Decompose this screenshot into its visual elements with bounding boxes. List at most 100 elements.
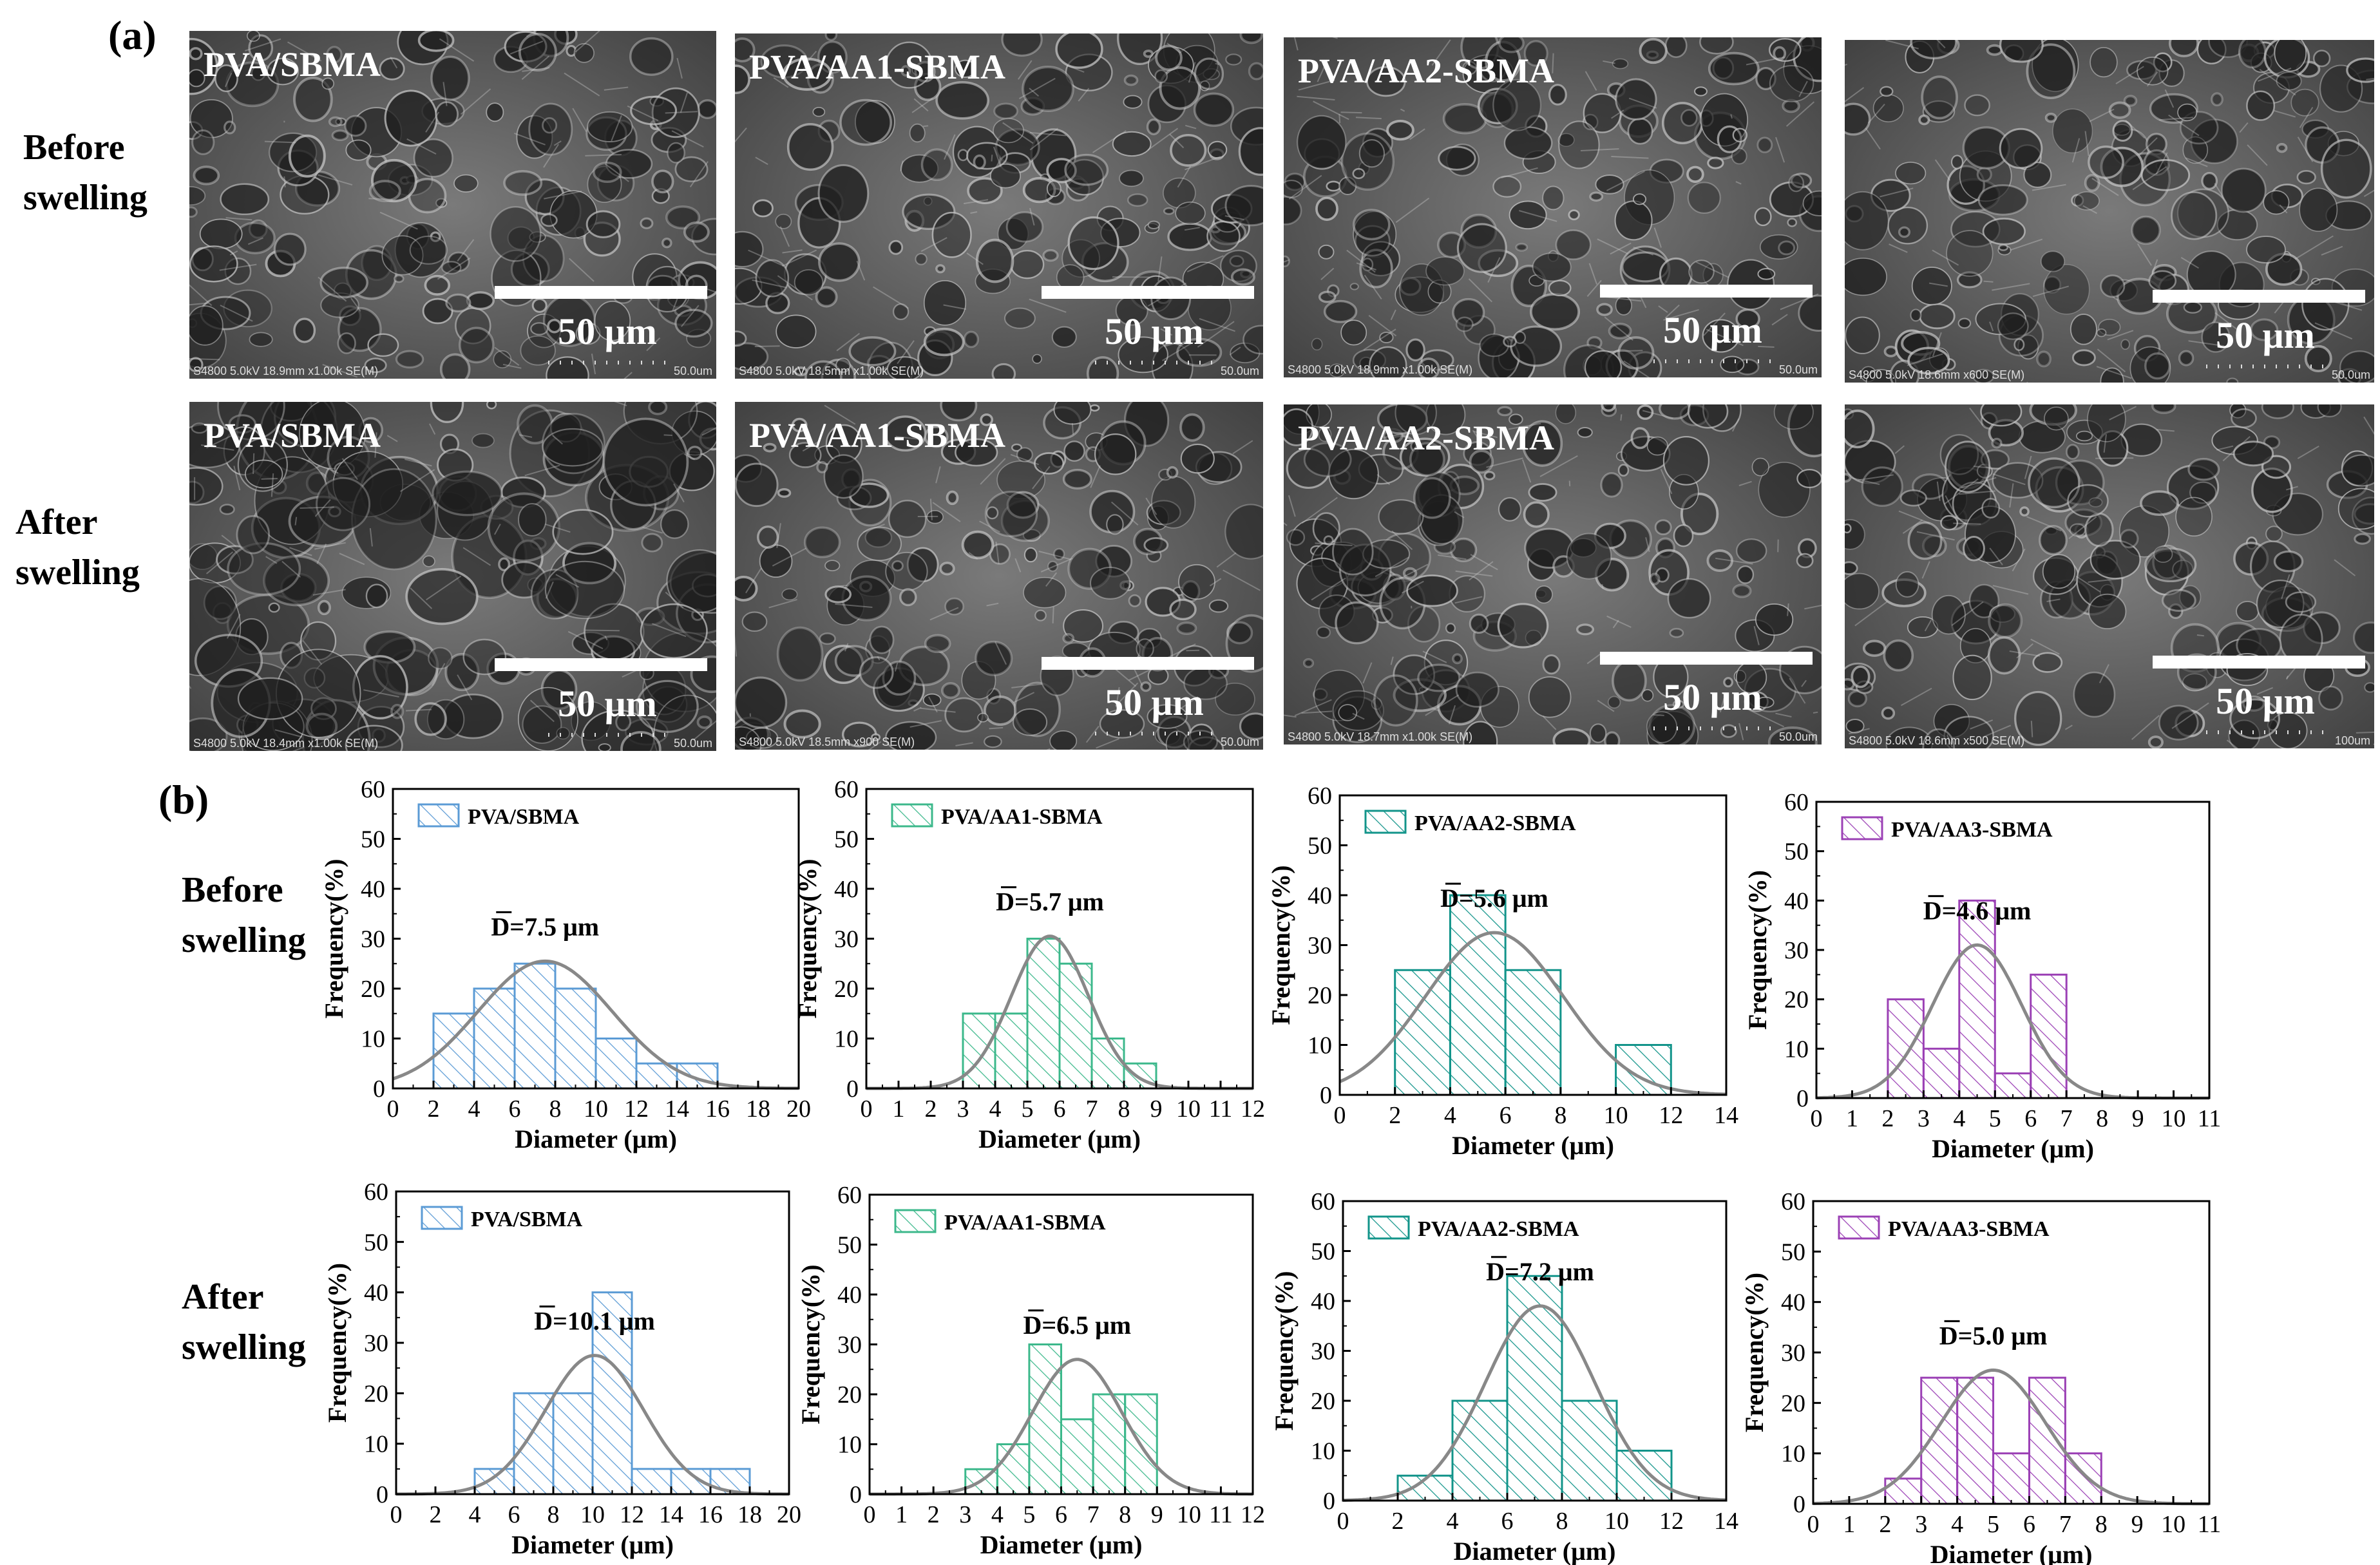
y-tick-label: 30 — [834, 926, 859, 953]
y-tick-label: 20 — [1781, 1390, 1805, 1417]
x-tick-label: 9 — [2131, 1511, 2144, 1538]
histogram-bar — [1058, 962, 1093, 1090]
sem-image-before-1: PVA/SBMA 50 μm S4800 5.0kV 18.9mm x1.00k S… — [189, 31, 716, 379]
y-tick-label: 40 — [364, 1280, 388, 1307]
row-label-before-b: Before swelling — [182, 865, 306, 965]
histogram-bar — [1615, 1450, 1673, 1502]
sem-footer-scale: 50.0um — [1221, 365, 1259, 377]
y-tick-label: 60 — [1308, 782, 1332, 810]
gaussian-fit-curve — [1343, 1304, 1727, 1502]
x-tick-label: 3 — [957, 1096, 969, 1123]
y-tick-label: 60 — [837, 1182, 862, 1209]
x-tick-label: 12 — [624, 1096, 649, 1123]
scale-bar — [2153, 290, 2365, 303]
sem-sample-label: PVA/AA1-SBMA — [749, 416, 1005, 455]
x-tick-label: 6 — [1055, 1501, 1067, 1528]
x-tick-label: 2 — [1392, 1508, 1404, 1535]
y-tick-label: 0 — [1796, 1085, 1809, 1112]
x-tick-label: 1 — [1843, 1511, 1855, 1538]
x-tick-label: 0 — [387, 1096, 399, 1123]
y-tick-label: 40 — [837, 1282, 862, 1309]
histogram-before-pva-sbma: 0 2 4 6 8 10 12 14 16 18 20 0 10 20 30 40 50 60 Diameter (… — [309, 776, 824, 1159]
sem-sample-label: PVA/AA2-SBMA — [1298, 419, 1554, 457]
y-tick-label: 30 — [1311, 1338, 1335, 1365]
y-axis-label: Frequency(%) — [1740, 1273, 1769, 1432]
row-label-line: swelling — [182, 1327, 306, 1367]
gaussian-fit-curve — [396, 1354, 789, 1496]
scale-bar — [495, 658, 707, 671]
mean-diameter-label: D=5.0 μm — [1939, 1321, 2048, 1350]
x-tick-label: 6 — [509, 1096, 521, 1123]
sem-micrograph: 50 μm S4800 5.0kV 18.6mm x500 SE(M) 100um — [1845, 404, 2374, 748]
scale-bar — [1042, 657, 1254, 670]
x-tick-label: 8 — [1119, 1501, 1131, 1528]
x-tick-label: 4 — [991, 1501, 1004, 1528]
x-tick-label: 6 — [2024, 1105, 2037, 1132]
x-axis-label: Diameter (μm) — [1930, 1540, 2093, 1565]
y-tick-label: 30 — [837, 1332, 862, 1359]
histogram-bar — [595, 1038, 638, 1090]
y-tick-label: 20 — [837, 1381, 862, 1408]
x-tick-label: 2 — [430, 1501, 442, 1528]
x-tick-label: 0 — [861, 1096, 873, 1123]
mean-diameter-label: D=10.1 μm — [534, 1307, 655, 1336]
histogram-bar — [513, 962, 557, 1090]
y-tick-label: 10 — [1308, 1032, 1332, 1059]
legend-label: PVA/SBMA — [468, 805, 580, 829]
row-label-line: After — [182, 1277, 264, 1317]
legend-label: PVA/AA2-SBMA — [1418, 1217, 1579, 1241]
x-axis-label: Diameter (μm) — [515, 1124, 677, 1153]
scale-bar-label: 50 μm — [2216, 314, 2315, 356]
x-axis-label: Diameter (μm) — [1452, 1131, 1614, 1160]
y-tick-label: 20 — [834, 976, 859, 1003]
y-tick-label: 30 — [1784, 937, 1809, 964]
x-tick-label: 7 — [1086, 1096, 1098, 1123]
x-tick-label: 16 — [705, 1096, 730, 1123]
sem-micrograph: PVA/AA1-SBMA 50 μm S4800 5.0kV 18.5mm x1.0… — [735, 33, 1263, 379]
histogram-bar — [1958, 899, 1996, 1099]
y-tick-label: 10 — [361, 1026, 385, 1053]
y-tick-label: 40 — [1784, 887, 1809, 915]
mean-diameter-label: D=6.5 μm — [1023, 1311, 1131, 1340]
panel-a-label: (a) — [108, 12, 157, 58]
scale-bar — [1600, 652, 1813, 665]
x-tick-label: 4 — [1447, 1508, 1459, 1535]
sem-footer-info: S4800 5.0kV 18.9mm x1.00k SE(M) — [1288, 363, 1472, 376]
histogram-after-pva-aa3-sbma: 0 1 2 3 4 5 6 7 8 9 10 11 0 10 20 30 40 50 60 Diameter (μm)… — [1729, 1188, 2235, 1565]
legend-label: PVA/AA3-SBMA — [1888, 1217, 2050, 1241]
sem-footer-info: S4800 5.0kV 18.7mm x1.00k SE(M) — [1288, 730, 1472, 743]
legend-swatch — [1367, 1215, 1410, 1240]
y-tick-label: 50 — [1784, 839, 1809, 866]
histogram-bar — [1920, 1376, 1959, 1505]
x-tick-label: 16 — [698, 1501, 723, 1528]
x-tick-label: 9 — [1150, 1096, 1163, 1123]
sem-image-after-4: 50 μm S4800 5.0kV 18.6mm x500 SE(M) 100um — [1845, 404, 2374, 748]
x-tick-label: 0 — [1807, 1511, 1820, 1538]
x-tick-label: 3 — [1915, 1511, 1927, 1538]
x-tick-label: 3 — [1918, 1105, 1930, 1132]
x-tick-label: 10 — [580, 1501, 605, 1528]
sem-micrograph: PVA/AA2-SBMA 50 μm S4800 5.0kV 18.7mm x1.0… — [1284, 404, 1822, 745]
histogram-bar — [1506, 1275, 1563, 1502]
row-label-line: Before — [182, 870, 283, 910]
histogram-after-pva-sbma: 0 2 4 6 8 10 12 14 16 18 20 0 10 20 30 40 50 60 Diameter (… — [312, 1179, 815, 1565]
x-axis-label: Diameter (μm) — [511, 1530, 674, 1559]
y-tick-label: 20 — [361, 976, 385, 1003]
legend-swatch — [417, 803, 460, 828]
y-tick-label: 10 — [837, 1432, 862, 1459]
y-tick-label: 60 — [834, 776, 859, 803]
row-label-line: swelling — [15, 553, 140, 593]
y-tick-label: 30 — [361, 926, 385, 953]
legend-swatch — [1364, 810, 1407, 834]
histogram-bar — [1956, 1376, 1995, 1505]
x-tick-label: 10 — [2161, 1511, 2185, 1538]
scale-bar — [495, 286, 707, 299]
x-tick-label: 0 — [1334, 1102, 1346, 1129]
x-tick-label: 10 — [1604, 1508, 1629, 1535]
y-axis-label: Frequency(%) — [1270, 1271, 1299, 1430]
row-label-after-a: After swelling — [15, 497, 140, 598]
x-tick-label: 1 — [895, 1501, 908, 1528]
sem-footer-scale: 50.0um — [2332, 368, 2370, 381]
sem-footer-info: S4800 5.0kV 18.5mm x1.00k SE(M) — [739, 365, 924, 377]
mean-diameter-label: D=5.7 μm — [996, 887, 1104, 916]
